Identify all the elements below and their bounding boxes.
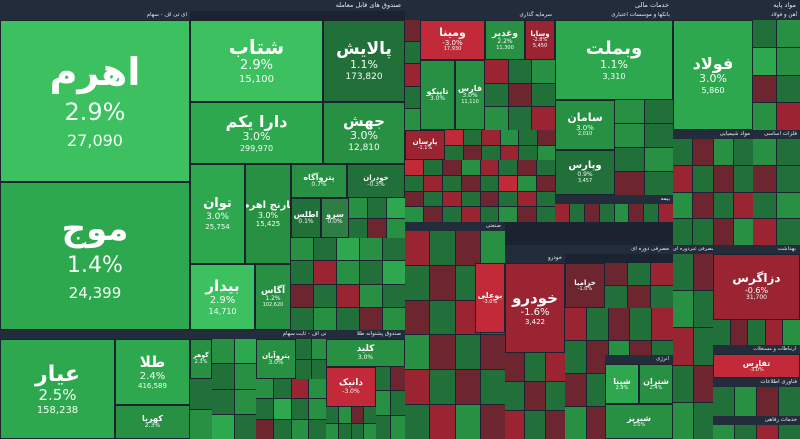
gold-mosaic-2 — [190, 379, 212, 439]
tile-khodro[interactable]: خودرو -1.6% 3,422 — [505, 263, 565, 353]
section-header: ارتباطات و مستغلات — [713, 345, 800, 354]
tile-bidar[interactable]: بیدار 2.9% 14,710 — [190, 264, 255, 330]
tile-khodran[interactable]: خودران -0.3% — [347, 164, 405, 198]
tile-fars[interactable]: فارس 3.0% 11,110 — [455, 60, 485, 130]
tile-kahroba[interactable]: کهربا 2.3% — [115, 405, 190, 439]
section-header: صندوق های قابل معامله — [0, 0, 405, 11]
tile-vsapa[interactable]: وساپا -2.8% 5,450 — [525, 20, 555, 60]
sub-header-metals: فلزات اساسی — [753, 130, 800, 139]
pharma-mosaic — [713, 320, 800, 345]
tile-sarv[interactable]: سرو 0.0% — [321, 198, 349, 238]
sub-header-fixed: ای تی اف - ثابت — [296, 330, 326, 339]
tile-foolad[interactable]: فولاد 3.0% 5,860 — [673, 20, 753, 130]
tile-shabriz[interactable]: شبریز 3.0% — [605, 404, 673, 439]
utilities-mosaic — [713, 425, 800, 439]
gold-mosaic — [212, 339, 256, 439]
tile-danik[interactable]: دانیک -3.0% — [326, 367, 376, 407]
etf-mosaic — [256, 379, 326, 439]
funds-mosaic-a — [349, 198, 405, 238]
section-header: مصرفی دوره ای — [505, 245, 673, 254]
section-header: بهداشت — [713, 245, 800, 254]
tile-shetran[interactable]: شتران 2.4% — [639, 364, 673, 404]
cyclical-mosaic-2 — [605, 263, 673, 308]
sub-header-utilities: خدمات رفاهی — [713, 416, 800, 425]
gold-mosaic-4 — [326, 407, 376, 439]
tile-bouya[interactable]: بوعلی -3.0% — [475, 263, 505, 333]
gold-mosaic-3 — [376, 367, 405, 439]
tile-ayar[interactable]: عیار 2.5% 158,238 — [0, 339, 115, 439]
tile-darayekom[interactable]: دارا یکم 3.0% 299,970 — [190, 102, 323, 164]
tile-atlas[interactable]: اطلس 0.1% — [291, 198, 321, 238]
tile-tala[interactable]: طلا 2.4% 416,589 — [115, 339, 190, 405]
section-header: خدمات مالی — [405, 0, 673, 11]
section-header: انرژی — [605, 355, 673, 364]
cyclical-mosaic-3 — [505, 353, 565, 439]
banks-mosaic — [615, 100, 673, 195]
investment-mosaic-bottom — [405, 160, 555, 222]
tile-agas[interactable]: آگاس 1.2% 102,620 — [255, 264, 291, 330]
section-header: صنعتی — [405, 222, 505, 231]
investment-mosaic-left — [405, 20, 420, 130]
sub-header-chemical: مواد شیمیایی — [673, 130, 753, 139]
tile-mowj[interactable]: موج 1.4% 24,399 — [0, 182, 190, 330]
tile-dzagros[interactable]: دزاگرس -0.6% 31,700 — [713, 254, 800, 320]
tile-tavan[interactable]: توان 3.0% 25,754 — [190, 164, 245, 264]
non-cyclical-mosaic — [673, 254, 713, 439]
sub-header-investment: سرمایه گذاری — [405, 11, 555, 20]
tile-vbemellat[interactable]: وبملت 1.1% 3,310 — [555, 20, 673, 100]
sub-header-cars: خودرو — [505, 254, 565, 263]
section-header: صندوق پشتوانه طلا — [0, 330, 405, 339]
tile-kelid[interactable]: کلید 3.0% — [326, 339, 405, 367]
tile-gohar[interactable]: گوهر 2.3% — [190, 339, 212, 379]
fixed-mosaic — [296, 339, 326, 379]
sub-header-insurance: بیمه — [555, 195, 673, 204]
chemical-mosaic — [673, 139, 753, 245]
tile-ahrom[interactable]: اهرم 2.9% 27,090 — [0, 20, 190, 182]
insurance-mosaic — [555, 204, 673, 222]
tile-tapico[interactable]: تاپیکو 3.0% — [420, 60, 455, 130]
sub-header: ای تی اف - سهام — [0, 11, 190, 20]
tile-jahesh[interactable]: جهش 3.0% 12,810 — [323, 102, 405, 164]
investment-mosaic-mid — [485, 60, 555, 130]
section-header: مصرفی غیردوره ای — [673, 245, 713, 254]
funds-mosaic-b — [291, 238, 405, 330]
tile-parsan[interactable]: پارسان -1.1% — [405, 130, 445, 160]
tile-petroaban[interactable]: پتروآبان 3.0% — [256, 339, 296, 379]
tile-pitro[interactable]: پتروآگاه 0.7% — [291, 164, 347, 198]
tile-sasaman[interactable]: سامان 3.0% 2,010 — [555, 100, 615, 150]
metals-mosaic — [753, 139, 800, 245]
sub-header-iron-steel: آهن و فولاد — [673, 11, 800, 20]
tile-shepna[interactable]: شپنا 2.9% — [605, 364, 639, 404]
tech-mosaic — [713, 387, 800, 416]
steel-mosaic — [753, 20, 800, 130]
tile-shetab[interactable]: شتاب 2.9% 15,100 — [190, 20, 323, 102]
tile-mina[interactable]: ومینا -3.0% 17,930 — [420, 20, 485, 60]
sub-header-tech: فناوری اطلاعات — [713, 378, 800, 387]
investment-mosaic-right — [445, 130, 555, 160]
tile-khzamia[interactable]: خزامیا -1.0% — [565, 263, 605, 308]
tile-tafares[interactable]: تفارس -3.0% — [713, 354, 800, 378]
tile-narenj[interactable]: نارنج اهرم 3.0% 15,425 — [245, 164, 291, 264]
tile-vpars[interactable]: وپارس 0.9% 3,457 — [555, 150, 615, 195]
tile-vghadir[interactable]: وغدیر 2.2% 11,300 — [485, 20, 525, 60]
tile-palayesh[interactable]: پالایش 1.1% 173,820 — [323, 20, 405, 102]
sub-header-banks: بانکها و موسسات اعتباری — [555, 11, 673, 20]
section-header: مواد پایه — [673, 0, 800, 11]
